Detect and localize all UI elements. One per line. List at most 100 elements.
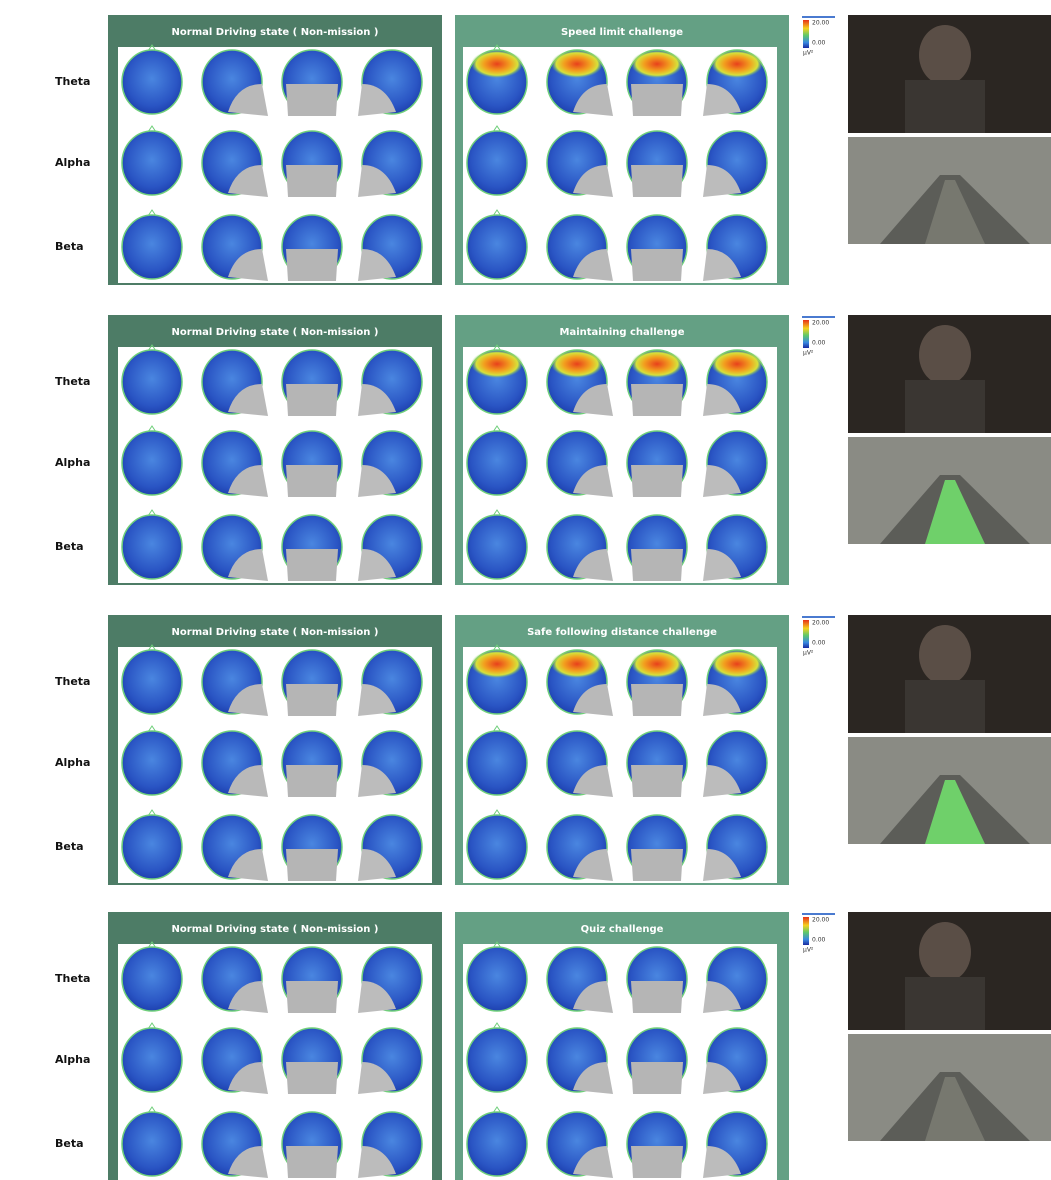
activation — [631, 350, 683, 378]
face — [631, 1146, 683, 1178]
band-label: Beta — [55, 840, 84, 853]
face — [631, 981, 683, 1013]
face — [286, 849, 338, 881]
topomap — [703, 650, 767, 716]
panel-title: Safe following distance challenge — [527, 627, 717, 638]
topomap — [282, 215, 342, 281]
driver-body — [905, 680, 985, 733]
scalp — [122, 1112, 182, 1176]
topomap — [627, 215, 687, 281]
topomap — [282, 50, 342, 116]
face — [631, 165, 683, 197]
face — [631, 1062, 683, 1094]
topomap — [627, 815, 687, 881]
scalp — [467, 1112, 527, 1176]
driver — [919, 625, 971, 685]
face — [286, 549, 338, 581]
colorbar-max: 20.00 — [812, 620, 829, 627]
face — [631, 765, 683, 797]
scalp — [467, 515, 527, 579]
band-label: Theta — [55, 972, 90, 985]
face — [631, 249, 683, 281]
topomap — [282, 650, 342, 716]
band-label: Beta — [55, 1137, 84, 1150]
face — [286, 981, 338, 1013]
topomap — [627, 731, 687, 797]
colorbar-max: 20.00 — [812, 320, 829, 327]
topomap — [627, 1028, 687, 1094]
panel-title: Quiz challenge — [581, 924, 664, 935]
topomap — [282, 431, 342, 497]
scalp — [122, 350, 182, 414]
scalp — [122, 131, 182, 195]
colorbar-max: 20.00 — [812, 20, 829, 27]
band-label: Theta — [55, 675, 90, 688]
scalp — [467, 215, 527, 279]
band-label: Beta — [55, 540, 84, 553]
scalp — [122, 815, 182, 879]
panel-title: Normal Driving state ( Non-mission ) — [172, 327, 379, 338]
colorbar-min: 0.00 — [812, 640, 826, 647]
topomap — [282, 350, 342, 416]
topomap — [282, 731, 342, 797]
scalp — [467, 947, 527, 1011]
activation — [711, 350, 763, 378]
topomap — [703, 350, 767, 416]
face — [631, 465, 683, 497]
scalp — [122, 1028, 182, 1092]
panel-title: Normal Driving state ( Non-mission ) — [172, 627, 379, 638]
face — [286, 765, 338, 797]
activation — [471, 50, 523, 78]
topomap — [627, 515, 687, 581]
scalp — [467, 815, 527, 879]
topomap — [627, 50, 687, 116]
topomap — [703, 50, 767, 116]
face — [286, 249, 338, 281]
topomap — [282, 947, 342, 1013]
colorbar — [803, 320, 809, 348]
topomap — [627, 131, 687, 197]
face — [631, 549, 683, 581]
driver-body — [905, 380, 985, 433]
scalp — [467, 1028, 527, 1092]
driver — [919, 325, 971, 385]
face — [286, 84, 338, 116]
driver — [919, 922, 971, 982]
activation — [711, 50, 763, 78]
face — [631, 84, 683, 116]
scalp — [467, 731, 527, 795]
band-label: Theta — [55, 75, 90, 88]
colorbar-unit: μV² — [803, 350, 814, 357]
colorbar — [803, 620, 809, 648]
band-label: Beta — [55, 240, 84, 253]
colorbar-unit: μV² — [803, 947, 814, 954]
scalp — [122, 515, 182, 579]
scalp — [122, 650, 182, 714]
face — [631, 384, 683, 416]
colorbar — [803, 917, 809, 945]
face — [286, 165, 338, 197]
scalp — [122, 215, 182, 279]
face — [286, 384, 338, 416]
colorbar-min: 0.00 — [812, 340, 826, 347]
colorbar-max: 20.00 — [812, 917, 829, 924]
band-label: Alpha — [55, 156, 90, 169]
activation — [471, 650, 523, 678]
scalp — [122, 947, 182, 1011]
scalp — [467, 131, 527, 195]
activation — [471, 350, 523, 378]
activation — [551, 350, 603, 378]
scalp — [122, 431, 182, 495]
face — [631, 849, 683, 881]
scalp — [467, 431, 527, 495]
colorbar-min: 0.00 — [812, 40, 826, 47]
panel-title: Normal Driving state ( Non-mission ) — [172, 924, 379, 935]
driver — [919, 25, 971, 85]
panel-title: Normal Driving state ( Non-mission ) — [172, 27, 379, 38]
driver-body — [905, 977, 985, 1030]
face — [286, 684, 338, 716]
topomap — [627, 947, 687, 1013]
band-label: Theta — [55, 375, 90, 388]
panel-title: Maintaining challenge — [560, 327, 685, 338]
face — [286, 1062, 338, 1094]
